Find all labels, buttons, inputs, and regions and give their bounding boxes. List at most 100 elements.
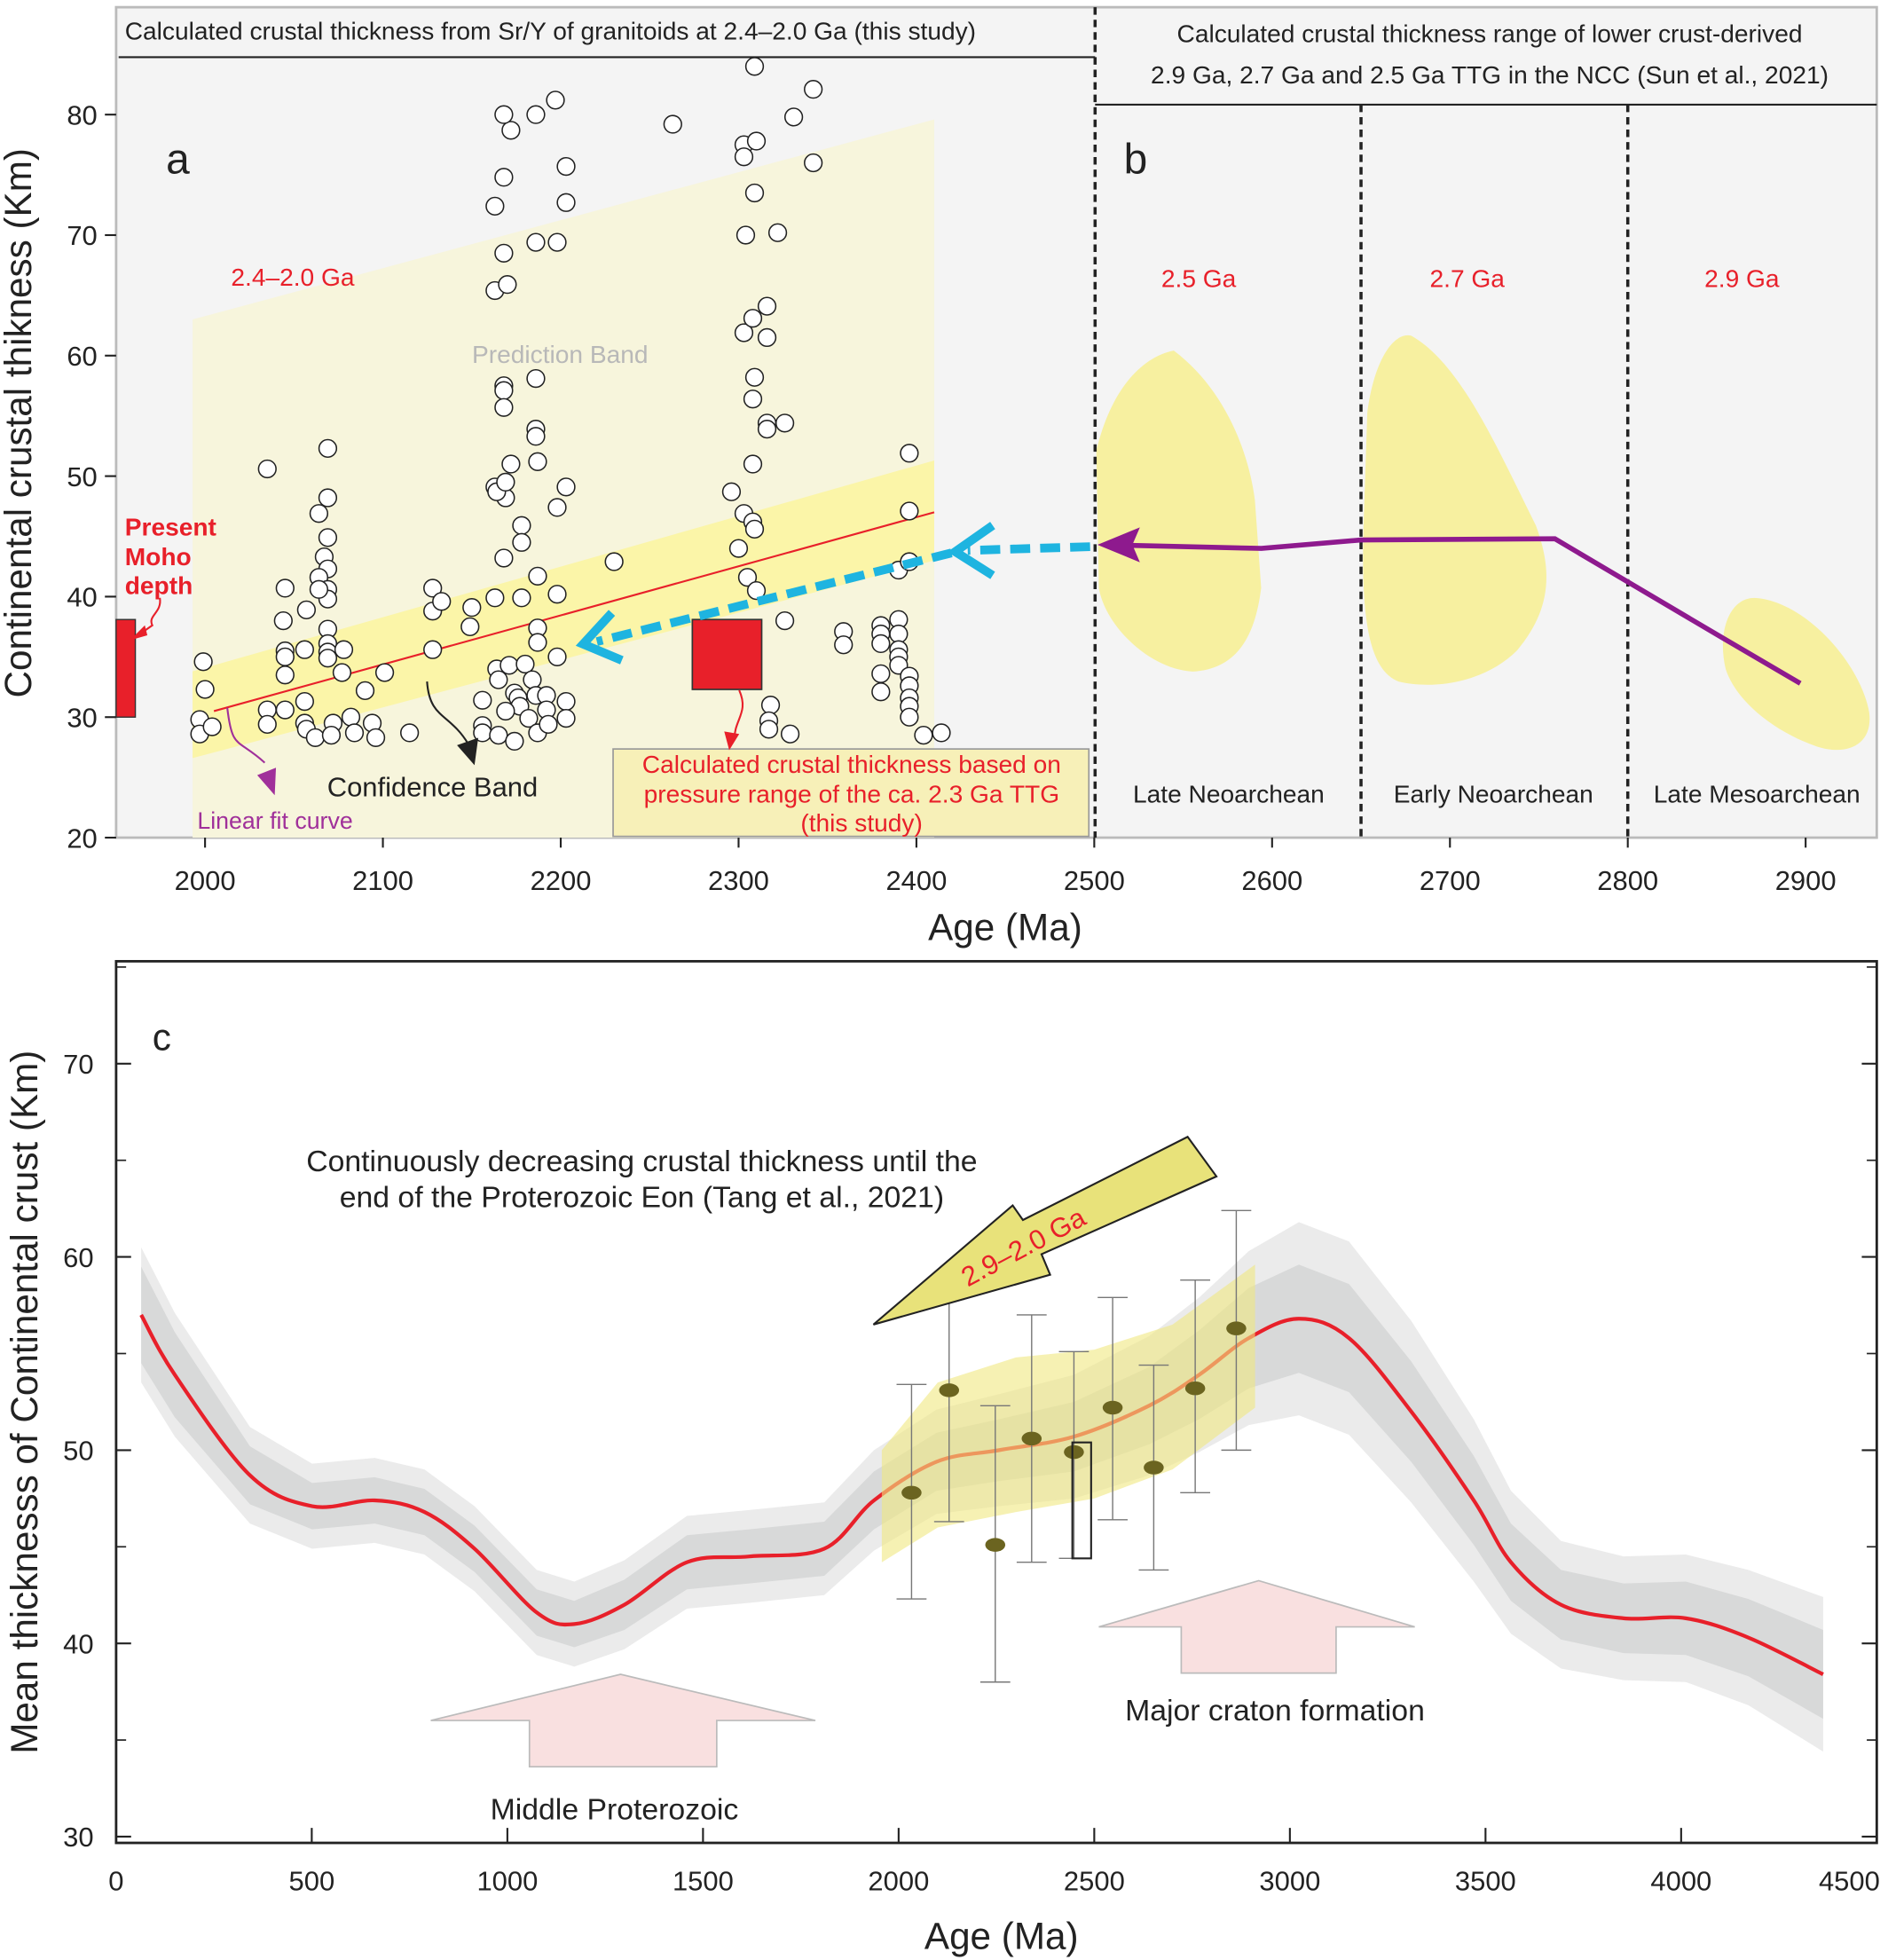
inner-uncertainty-band	[141, 1264, 1823, 1720]
data-point	[526, 105, 546, 124]
x-tick-label-ab: 2700	[1420, 865, 1481, 896]
moho-label-3: depth	[125, 572, 193, 600]
data-point	[757, 420, 777, 439]
data-point	[512, 516, 531, 535]
data-point	[257, 714, 277, 735]
trend-label-2: end of the Proterozoic Eon (Tang et al.,…	[340, 1181, 944, 1215]
sample-mean-point	[985, 1538, 1006, 1552]
sample-mean-point	[1102, 1400, 1123, 1415]
ttg-label-1: Calculated crustal thickness based on	[642, 751, 1061, 778]
data-point	[519, 708, 539, 728]
data-point	[547, 585, 567, 604]
data-point	[734, 323, 754, 342]
data-point	[374, 663, 395, 682]
data-point	[546, 91, 565, 110]
data-point	[932, 723, 951, 743]
panel-label-a: a	[166, 136, 190, 183]
y-tick-label-c: 50	[63, 1436, 93, 1467]
cyan-dashed-arrow-1	[967, 542, 1090, 555]
header-b-line2: 2.9 Ga, 2.7 Ga and 2.5 Ga TTG in the NCC…	[1151, 61, 1829, 89]
data-point	[556, 477, 576, 497]
panel-ab: Calculated crustal thickness from Sr/Y o…	[0, 5, 1878, 948]
ttg-arrowhead-icon	[724, 731, 740, 751]
data-point	[523, 670, 542, 689]
data-point	[515, 654, 535, 674]
data-point	[889, 624, 909, 644]
era-late-neoarchean: Late Neoarchean	[1133, 781, 1325, 808]
data-point	[273, 610, 293, 631]
y-tick-label-a: 40	[67, 582, 97, 613]
data-point	[759, 720, 779, 739]
data-point	[505, 731, 524, 752]
data-point	[737, 568, 758, 587]
sample-mean-point	[939, 1383, 960, 1397]
data-point	[757, 296, 777, 316]
sample-mean-point	[1184, 1381, 1206, 1396]
field-label-2.9: 2.9 Ga	[1704, 264, 1780, 292]
sample-mean-point	[901, 1485, 922, 1500]
x-tick-label-c: 2000	[868, 1866, 929, 1897]
field-2.9-ga	[1722, 597, 1870, 751]
data-point	[780, 724, 800, 744]
y-tick-label-a: 30	[67, 703, 97, 734]
x-tick-label-c: 1000	[476, 1866, 538, 1897]
craton-formation-arrow-icon	[1098, 1579, 1415, 1674]
data-point	[309, 504, 329, 523]
data-point	[604, 552, 624, 571]
y-tick-label-a: 80	[67, 99, 97, 130]
y-tick-label-a: 70	[67, 220, 97, 251]
data-point	[275, 647, 295, 666]
data-point	[318, 438, 338, 458]
y-axis-title-a: Continental crustal thikness (Km)	[0, 148, 39, 697]
field-label-2.5: 2.5 Ga	[1161, 264, 1237, 292]
x-tick-label-ab: 2900	[1775, 865, 1837, 896]
sample-mean-point	[1064, 1444, 1084, 1460]
panel-label-b: b	[1124, 136, 1148, 183]
data-point	[485, 196, 505, 216]
x-tick-label-c: 4500	[1819, 1866, 1880, 1897]
yellow-sample-band	[881, 1264, 1255, 1562]
data-point	[432, 592, 452, 611]
data-point	[743, 309, 763, 328]
data-point	[318, 488, 338, 508]
data-point	[900, 501, 919, 521]
cyan-arrowhead-2-icon	[575, 610, 624, 665]
data-point	[528, 566, 547, 586]
data-point	[275, 665, 295, 685]
data-point	[539, 714, 558, 735]
data-point	[305, 728, 326, 747]
data-point	[721, 482, 742, 501]
data-point	[355, 681, 375, 700]
x-tick-label-ab: 2500	[1064, 865, 1125, 896]
x-tick-label-ab: 2600	[1241, 865, 1302, 896]
data-point	[757, 327, 777, 348]
data-point	[423, 640, 443, 659]
data-point	[275, 579, 295, 598]
data-point	[501, 121, 521, 140]
data-point	[462, 598, 482, 618]
field-2.5-ga	[1096, 350, 1262, 672]
data-point	[332, 663, 352, 682]
data-point	[494, 168, 514, 187]
x-tick-label-ab: 2800	[1597, 865, 1658, 896]
data-point	[547, 232, 567, 252]
moho-label-1: Present	[125, 513, 217, 540]
data-point	[494, 548, 514, 568]
moho-arrowhead-icon	[130, 625, 148, 641]
x-tick-label-c: 3500	[1455, 1866, 1516, 1897]
data-point	[296, 600, 316, 619]
y-tick-label-c: 70	[63, 1049, 93, 1080]
decreasing-trend-arrow-icon	[872, 1135, 1218, 1326]
data-point	[744, 57, 765, 76]
data-point	[512, 588, 531, 608]
data-point	[834, 635, 854, 655]
data-point	[871, 664, 891, 683]
x-tick-label-c: 0	[108, 1866, 123, 1897]
data-point	[295, 691, 314, 712]
x-axis-title-c: Age (Ma)	[924, 1916, 1079, 1957]
x-tick-label-c: 4000	[1650, 1866, 1711, 1897]
x-tick-label-c: 500	[289, 1866, 335, 1897]
fit-arrowhead-icon	[256, 767, 277, 796]
range-label-a: 2.4–2.0 Ga	[231, 264, 355, 291]
